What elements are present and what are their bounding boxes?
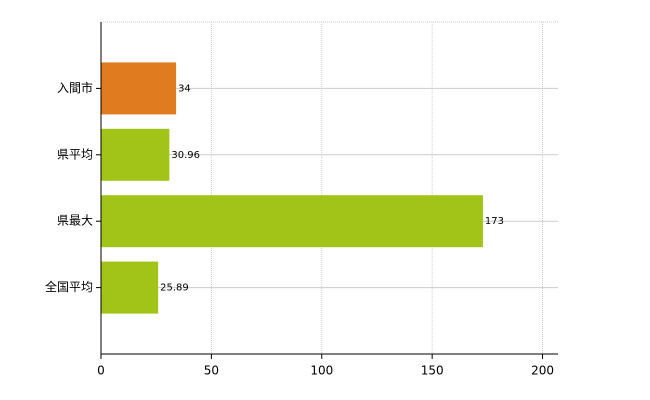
x-tick-label: 100 bbox=[310, 364, 333, 378]
y-tick-label: 全国平均 bbox=[45, 279, 93, 294]
value-label: 30.96 bbox=[171, 150, 200, 161]
bar bbox=[101, 195, 483, 248]
x-tick-label: 0 bbox=[97, 364, 105, 378]
bar bbox=[101, 261, 159, 314]
bar bbox=[101, 62, 177, 115]
x-tick-label: 150 bbox=[421, 364, 444, 378]
value-label: 25.89 bbox=[160, 283, 189, 294]
value-label: 34 bbox=[178, 83, 191, 94]
y-tick-label: 入間市 bbox=[57, 80, 93, 95]
x-tick-label: 50 bbox=[204, 364, 219, 378]
bar bbox=[101, 128, 170, 181]
value-label: 173 bbox=[485, 216, 504, 227]
x-tick-label: 200 bbox=[531, 364, 554, 378]
y-tick-label: 県最大 bbox=[57, 214, 93, 228]
y-tick-label: 県平均 bbox=[57, 147, 93, 161]
